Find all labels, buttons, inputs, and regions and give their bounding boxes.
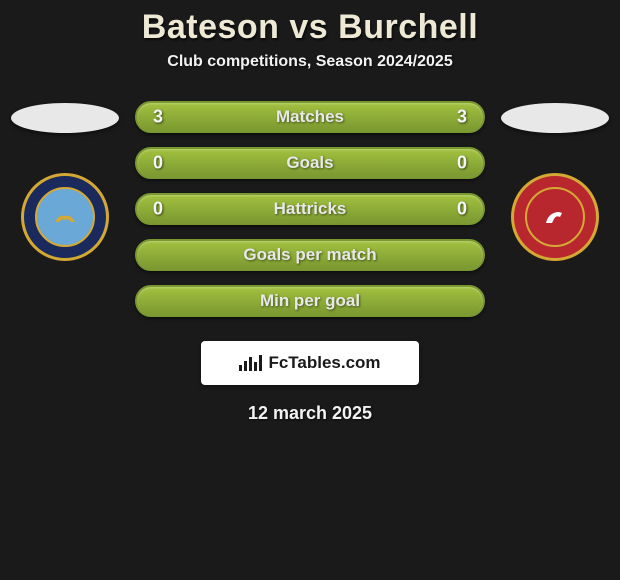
stat-row: Goals 0 0 [135, 147, 485, 179]
date-label: 12 march 2025 [248, 403, 372, 424]
stat-row: Min per goal [135, 285, 485, 317]
compare-area: Matches 3 3 Goals 0 0 Hattricks 0 0 Goals per mat… [0, 101, 620, 317]
eagle-icon [53, 208, 77, 226]
stat-value-left: 0 [153, 153, 163, 174]
subtitle: Club competitions, Season 2024/2025 [167, 53, 452, 71]
silhouette-oval-left [11, 103, 119, 133]
stat-label: Min per goal [260, 291, 360, 311]
comparison-card: Bateson vs Burchell Club competitions, S… [0, 0, 620, 424]
chart-bars-icon [239, 355, 262, 371]
stat-label: Goals per match [243, 245, 376, 265]
stat-value-left: 0 [153, 199, 163, 220]
stat-value-right: 0 [457, 199, 467, 220]
site-name: FcTables.com [268, 353, 380, 373]
stat-bars: Matches 3 3 Goals 0 0 Hattricks 0 0 Goals per mat… [135, 101, 485, 317]
stat-row: Hattricks 0 0 [135, 193, 485, 225]
horse-icon [542, 207, 568, 227]
stat-row: Matches 3 3 [135, 101, 485, 133]
stat-value-right: 0 [457, 153, 467, 174]
club-badge-right [511, 173, 599, 261]
player-right [495, 101, 615, 261]
stat-label: Goals [286, 153, 333, 173]
player-left [5, 101, 125, 261]
stat-label: Hattricks [274, 199, 347, 219]
page-title: Bateson vs Burchell [142, 8, 478, 47]
silhouette-oval-right [501, 103, 609, 133]
stat-value-left: 3 [153, 107, 163, 128]
club-badge-left [21, 173, 109, 261]
site-badge: FcTables.com [201, 341, 419, 385]
stat-row: Goals per match [135, 239, 485, 271]
stat-value-right: 3 [457, 107, 467, 128]
stat-label: Matches [276, 107, 344, 127]
